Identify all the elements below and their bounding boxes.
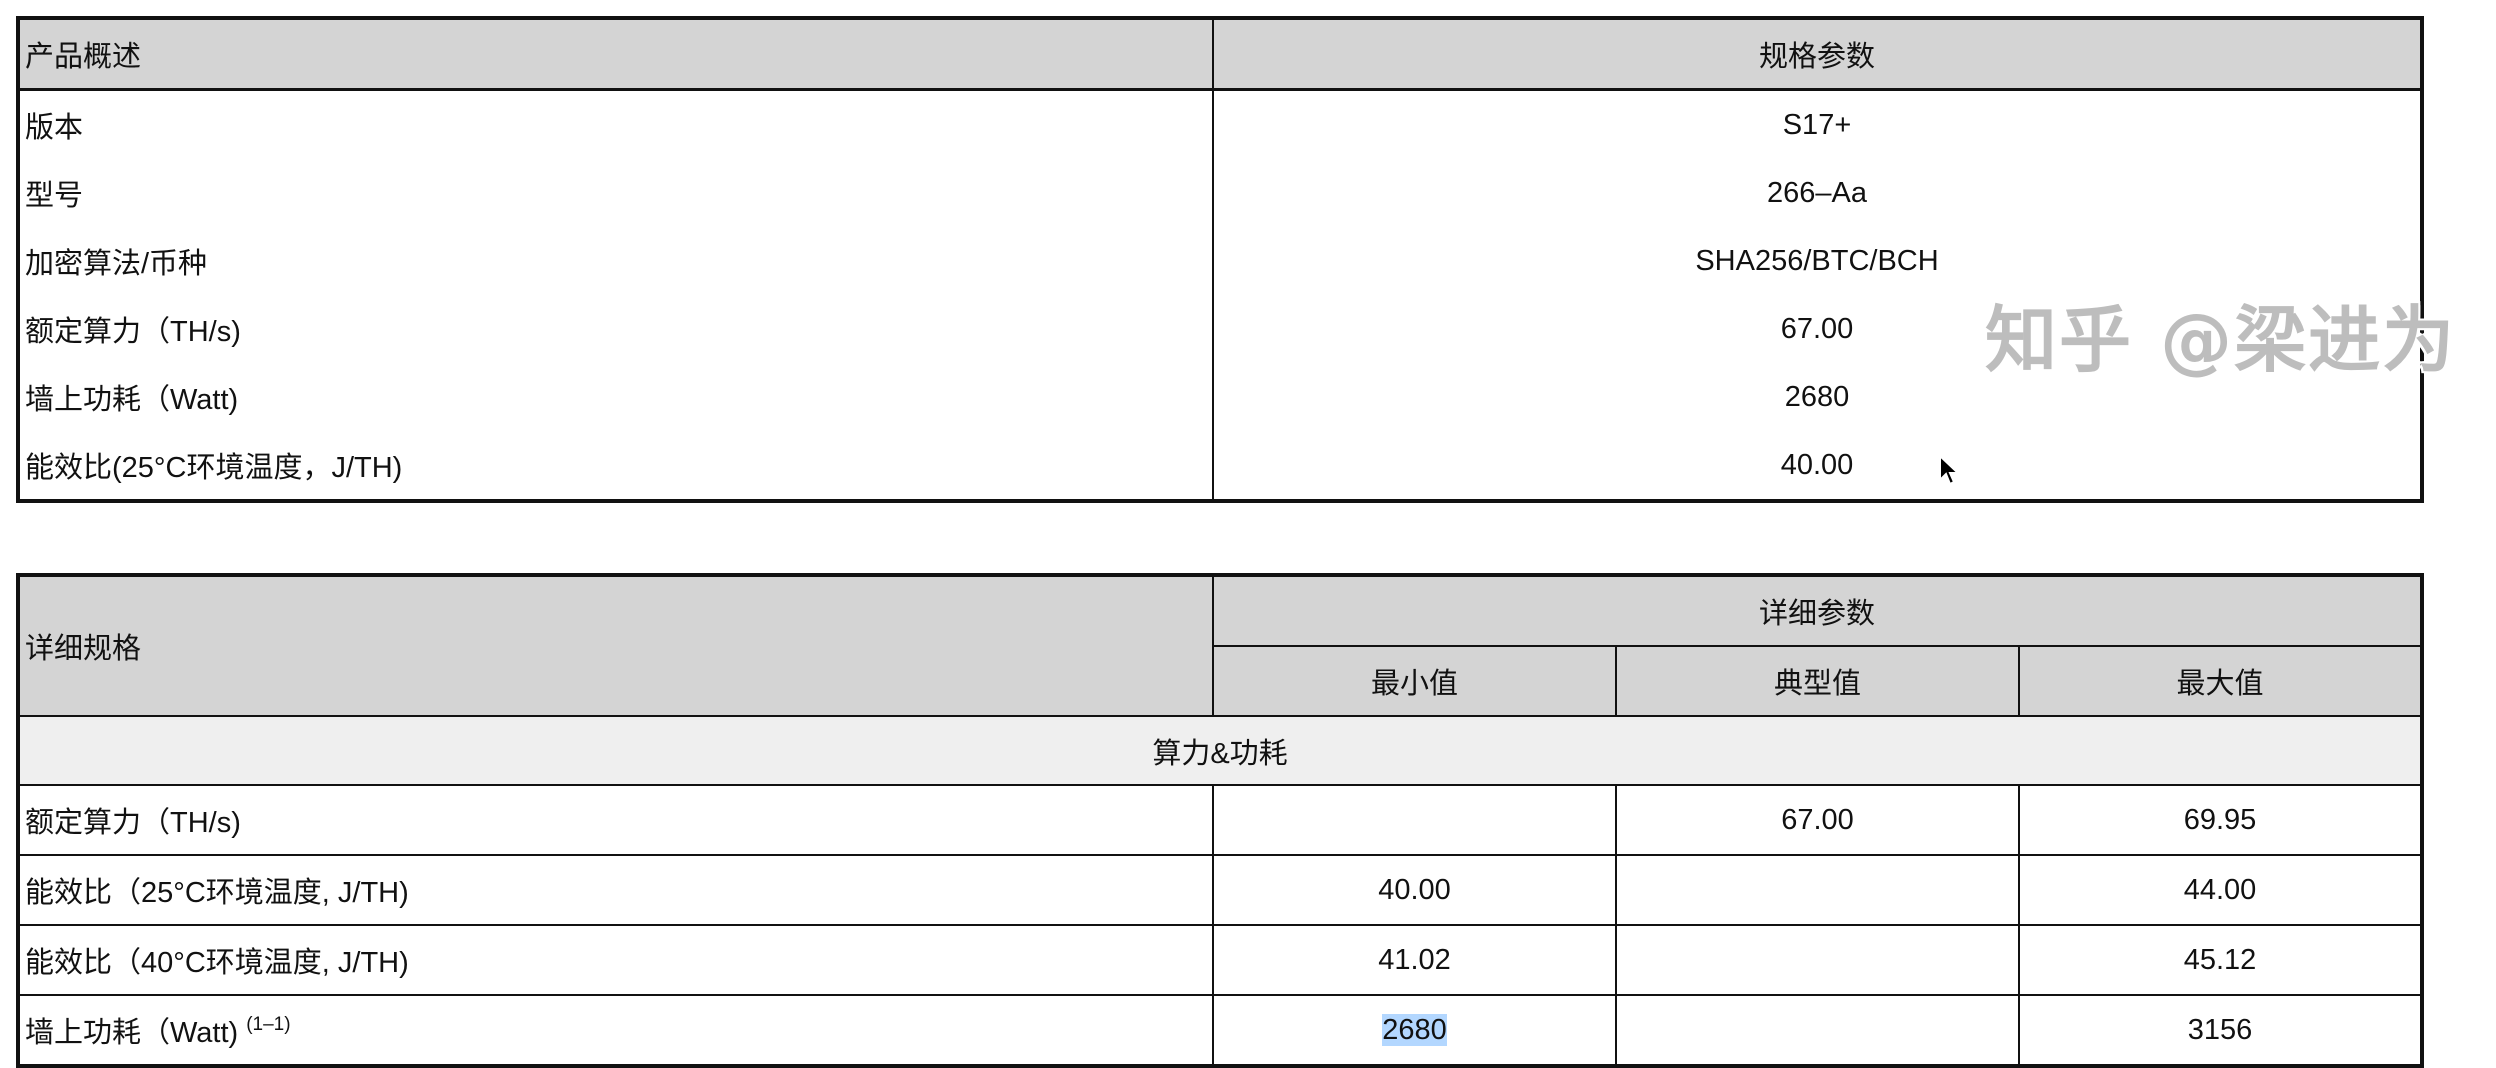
col-max: 最大值 — [2018, 645, 2423, 717]
table-row: 额定算力（TH/s) 67.00 69.95 — [17, 784, 2423, 856]
row-max: 69.95 — [2018, 784, 2423, 856]
detail-header-label: 详细规格 — [17, 574, 1214, 717]
row-label: 额定算力（TH/s) — [17, 784, 1214, 856]
row-label: 墙上功耗（Watt) — [25, 1017, 239, 1049]
row-label: 额定算力（TH/s) — [17, 295, 1213, 363]
table-row: 版本 S17+ — [17, 89, 2422, 159]
row-label: 版本 — [17, 89, 1213, 159]
table-row: 能效比(25°C环境温度，J/TH) 40.00 — [17, 431, 2422, 501]
row-label: 加密算法/币种 — [17, 227, 1213, 295]
table-row: 加密算法/币种 SHA256/BTC/BCH — [17, 227, 2422, 295]
table-row: 型号 266–Aa — [17, 159, 2422, 227]
watermark: 知乎 @梁进为 — [1985, 298, 2457, 382]
overview-header-label: 产品概述 — [17, 18, 1213, 91]
row-typ — [1615, 924, 2020, 996]
row-label: 型号 — [17, 159, 1213, 227]
overview-header-spec: 规格参数 — [1212, 18, 2422, 91]
detail-header-group: 详细参数 — [1212, 574, 2423, 647]
row-value: 40.00 — [1212, 431, 2422, 501]
selected-text[interactable]: 2680 — [1382, 1013, 1447, 1046]
overview-table: 产品概述 规格参数 版本 S17+ 型号 266–Aa 加密算法/币种 SHA256/… — [16, 16, 2424, 503]
section-row: 算力&功耗 — [17, 715, 2423, 786]
mouse-pointer-icon — [1939, 454, 1960, 486]
footnote-ref: (1–1) — [246, 1014, 291, 1035]
table-row: 墙上功耗（Watt) (1–1) 2680 3156 — [17, 994, 2423, 1067]
row-min-cell: 2680 — [1212, 994, 1617, 1067]
row-label: 能效比(25°C环境温度，J/TH) — [17, 431, 1213, 501]
row-value: 2680 — [1212, 363, 2422, 431]
row-min: 41.02 — [1212, 924, 1617, 996]
row-min — [1212, 784, 1617, 856]
row-value: 266–Aa — [1212, 159, 2422, 227]
row-value: SHA256/BTC/BCH — [1212, 227, 2422, 295]
row-min: 40.00 — [1212, 854, 1617, 926]
col-typ: 典型值 — [1615, 645, 2020, 717]
row-label: 能效比（25°C环境温度, J/TH) — [17, 854, 1214, 926]
detail-header-row: 详细规格 详细参数 — [17, 574, 2423, 717]
row-typ: 67.00 — [1615, 784, 2020, 856]
detail-table: 详细规格 详细参数 最小值 典型值 最大值 算力&功耗 额定算力（TH/s) 6… — [16, 573, 2424, 1068]
row-label: 墙上功耗（Watt) — [17, 363, 1213, 431]
table-row: 额定算力（TH/s) 67.00 — [17, 295, 2422, 363]
row-typ — [1615, 994, 2020, 1067]
row-max: 45.12 — [2018, 924, 2423, 996]
row-value: 67.00 — [1212, 295, 2422, 363]
detail-subheader-row: 最小值 典型值 最大值 — [18, 645, 2423, 717]
row-max: 3156 — [2018, 994, 2423, 1067]
table-row: 能效比（40°C环境温度, J/TH) 41.02 45.12 — [17, 924, 2423, 996]
row-label: 能效比（40°C环境温度, J/TH) — [17, 924, 1214, 996]
table-row: 能效比（25°C环境温度, J/TH) 40.00 44.00 — [17, 854, 2423, 926]
overview-header-row: 产品概述 规格参数 — [17, 18, 2422, 91]
row-value: S17+ — [1212, 89, 2422, 159]
row-max: 44.00 — [2018, 854, 2423, 926]
row-label-cell: 墙上功耗（Watt) (1–1) — [17, 994, 1214, 1067]
row-typ — [1615, 854, 2020, 926]
section-title: 算力&功耗 — [17, 715, 2423, 786]
col-min: 最小值 — [1212, 645, 1617, 717]
table-row: 墙上功耗（Watt) 2680 — [17, 363, 2422, 431]
